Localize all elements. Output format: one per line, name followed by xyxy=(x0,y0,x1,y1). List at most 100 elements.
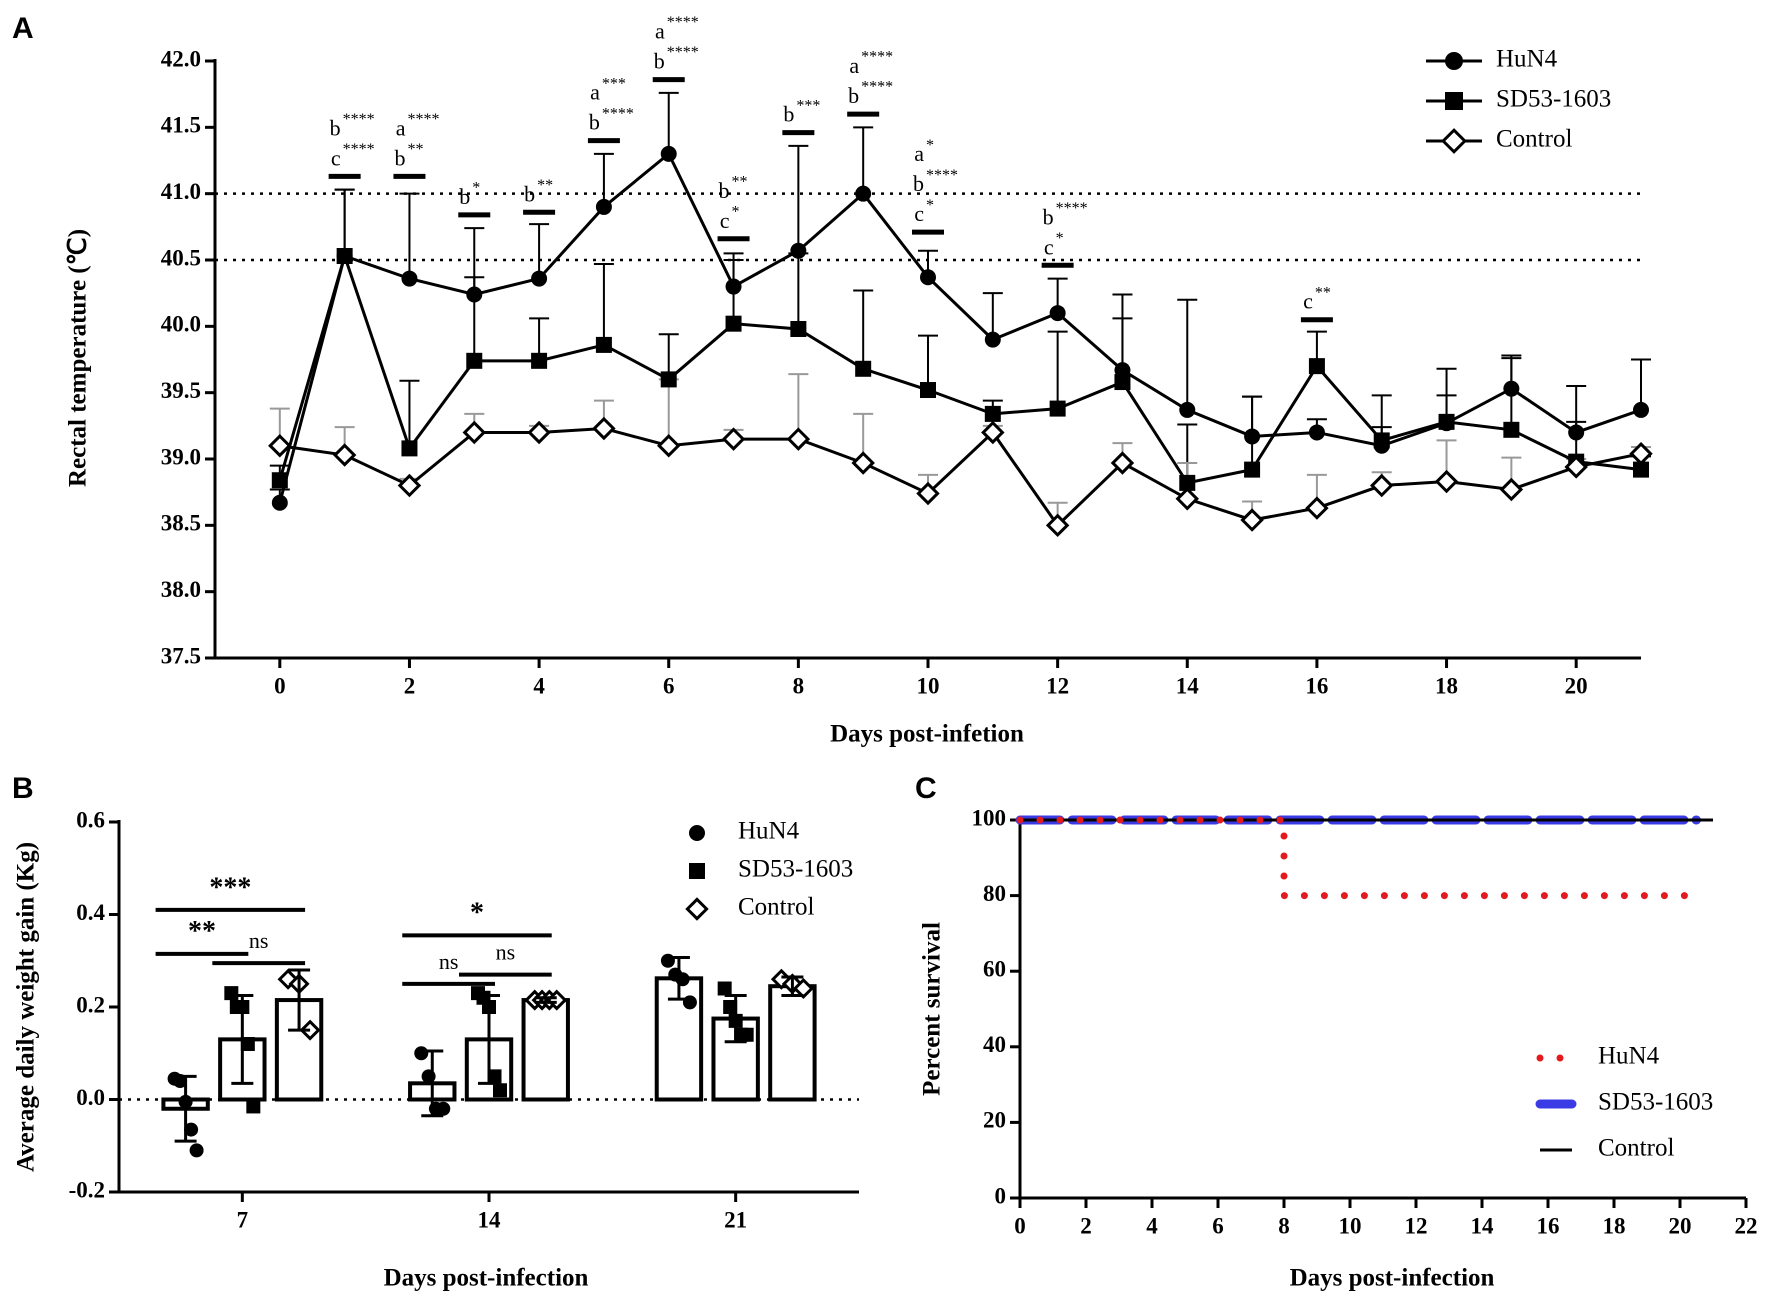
data-point xyxy=(401,270,418,287)
significance-letter: b xyxy=(524,181,535,206)
x-tick-label: 6 xyxy=(1212,1213,1224,1238)
x-tick-label: 16 xyxy=(1305,673,1328,698)
data-point xyxy=(984,405,1001,422)
data-point xyxy=(1244,428,1261,445)
y-axis-label: Average daily weight gain (Kg) xyxy=(13,842,40,1172)
legend-marker xyxy=(1445,52,1463,70)
y-tick-label: 38.5 xyxy=(161,511,201,536)
x-tick-label: 12 xyxy=(1405,1213,1428,1238)
comparison-label: *** xyxy=(209,872,251,903)
significance-stars: **** xyxy=(667,44,699,61)
data-point xyxy=(657,434,681,458)
significance-stars: **** xyxy=(343,111,375,128)
data-point xyxy=(1244,461,1261,478)
x-tick-label: 20 xyxy=(1565,673,1588,698)
y-tick-label: 37.5 xyxy=(161,643,201,668)
data-point xyxy=(1633,401,1649,418)
significance-letter: a xyxy=(849,53,859,78)
significance-stars: ** xyxy=(407,141,423,158)
series-line xyxy=(279,426,1642,528)
y-tick-label: 39.0 xyxy=(161,444,201,469)
data-point xyxy=(1179,401,1196,418)
legend-label: SD53-1603 xyxy=(1598,1089,1713,1116)
significance-letter: b xyxy=(330,115,341,140)
y-tick-label: 42.0 xyxy=(161,46,201,71)
x-tick-label: 8 xyxy=(1278,1213,1290,1238)
data-point xyxy=(1308,358,1325,375)
data-point xyxy=(786,427,811,451)
significance-stars: ** xyxy=(1315,284,1331,301)
data-point xyxy=(1175,487,1199,511)
y-tick-label: 38.0 xyxy=(161,577,201,602)
x-tick-label: 6 xyxy=(663,673,675,698)
data-point xyxy=(916,481,940,506)
data-point xyxy=(790,242,807,259)
legend-marker xyxy=(1441,128,1467,154)
significance-stars: * xyxy=(926,137,934,154)
legend-marker xyxy=(689,863,705,879)
legend-marker xyxy=(685,897,709,921)
data-point xyxy=(682,995,697,1010)
data-point xyxy=(1629,441,1653,466)
data-point xyxy=(984,331,1001,348)
x-tick-label: 8 xyxy=(793,673,805,698)
y-tick-label: 39.5 xyxy=(161,378,201,403)
data-point xyxy=(1308,424,1325,441)
significance-letter: a xyxy=(590,80,600,105)
y-tick-label: 100 xyxy=(972,805,1007,830)
data-point xyxy=(271,472,288,489)
significance-stars: * xyxy=(926,197,934,214)
x-tick-label: 10 xyxy=(917,673,940,698)
significance-stars: **** xyxy=(667,14,699,31)
data-point xyxy=(920,382,936,399)
data-point xyxy=(414,1046,429,1061)
data-point xyxy=(184,1122,199,1137)
significance-letter: b xyxy=(783,102,794,127)
data-point xyxy=(660,145,677,162)
data-point xyxy=(660,371,677,388)
data-point xyxy=(1045,513,1070,538)
y-tick-label: 0.6 xyxy=(76,807,105,832)
significance-letter: c xyxy=(1044,234,1054,259)
significance-letter: b xyxy=(1043,204,1054,229)
y-tick-label: 0 xyxy=(995,1183,1007,1208)
data-point xyxy=(1503,421,1520,438)
panel-label: A xyxy=(12,12,34,45)
data-point xyxy=(595,336,612,353)
y-tick-label: 0.4 xyxy=(76,900,105,925)
data-point xyxy=(1564,455,1588,479)
data-point xyxy=(246,1099,261,1114)
significance-stars: * xyxy=(732,203,740,220)
y-axis-label: Percent survival xyxy=(919,922,946,1096)
survival-line xyxy=(1016,816,1700,900)
significance-letter: b xyxy=(589,110,600,135)
y-tick-label: -0.2 xyxy=(69,1177,105,1202)
legend-label: Control xyxy=(738,894,814,921)
data-point xyxy=(981,420,1005,445)
x-tick-label: 14 xyxy=(1176,673,1200,698)
data-point xyxy=(1438,413,1455,430)
data-point xyxy=(1305,496,1329,520)
significance-letter: a xyxy=(396,115,406,140)
y-tick-label: 41.5 xyxy=(161,113,201,138)
comparison-label: ns xyxy=(439,949,459,974)
comparison-label: ** xyxy=(188,916,216,947)
y-tick-label: 0.0 xyxy=(76,1085,105,1110)
x-axis-label: Days post-infection xyxy=(1290,1265,1495,1292)
significance-letter: c xyxy=(914,201,924,226)
x-tick-label: 14 xyxy=(478,1207,502,1232)
data-point xyxy=(1179,474,1196,491)
panel-label: B xyxy=(12,772,34,805)
data-point xyxy=(332,443,357,467)
y-tick-label: 0.2 xyxy=(76,992,105,1017)
data-point xyxy=(189,1143,204,1158)
significance-letter: a xyxy=(655,19,665,44)
legend-marker xyxy=(1445,92,1463,110)
data-point xyxy=(466,286,483,303)
significance-stars: *** xyxy=(796,97,820,114)
x-tick-label: 20 xyxy=(1669,1213,1692,1238)
significance-letter: c xyxy=(720,208,730,233)
bar xyxy=(521,998,570,1102)
data-point xyxy=(1373,432,1390,449)
